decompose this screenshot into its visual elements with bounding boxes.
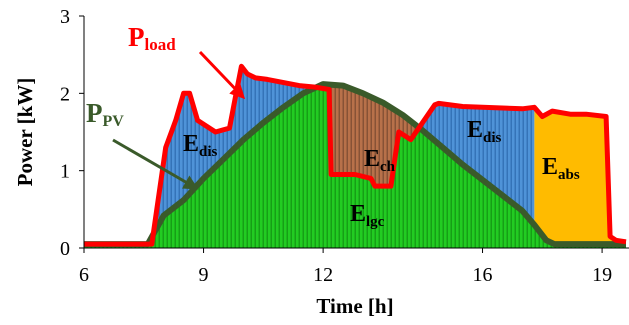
edis-right-label: Edis	[467, 117, 502, 146]
elgc-main: E	[350, 201, 366, 227]
elgc-sub: lgc	[366, 214, 385, 230]
pload-label-sub: load	[145, 35, 177, 54]
series-line-ppv	[84, 81, 626, 248]
edis-left-sub: dis	[199, 144, 218, 160]
eabs-sub: abs	[558, 167, 580, 183]
y-tick-label: 0	[60, 238, 70, 260]
x-axis-title: Time [h]	[316, 294, 393, 318]
y-tick-label: 3	[60, 6, 70, 28]
edis-left-label: Edis	[183, 131, 218, 160]
eabs-main: E	[542, 154, 558, 180]
ppv-label-sub: PV	[103, 113, 125, 130]
y-axis-title: Power [kW]	[13, 78, 37, 187]
x-tick-label: 6	[79, 264, 89, 286]
edis-right-main: E	[467, 117, 483, 143]
pload-label: Pload	[128, 22, 176, 54]
ppv-label-main: P	[86, 98, 103, 128]
pload-arrow	[198, 50, 246, 100]
ech-sub: ch	[380, 159, 396, 175]
ppv-label: PPV	[86, 98, 124, 130]
ppv-arrow	[112, 138, 199, 190]
y-tick-label: 2	[60, 83, 70, 105]
eabs-label: Eabs	[542, 154, 580, 183]
edis-left-main: E	[183, 131, 199, 157]
edis-right-sub: dis	[483, 130, 502, 146]
ech-main: E	[364, 146, 380, 172]
region-eabs	[534, 66, 626, 248]
x-tick-label: 19	[592, 264, 612, 286]
x-tick-label: 16	[473, 264, 493, 286]
x-tick-label: 12	[313, 264, 333, 286]
series-line-pload	[84, 63, 627, 247]
elgc-label: Elgc	[350, 201, 385, 230]
ech-label: Ech	[364, 146, 396, 175]
y-tick-label: 1	[60, 161, 70, 183]
pload-label-main: P	[128, 22, 145, 52]
x-tick-label: 9	[199, 264, 209, 286]
